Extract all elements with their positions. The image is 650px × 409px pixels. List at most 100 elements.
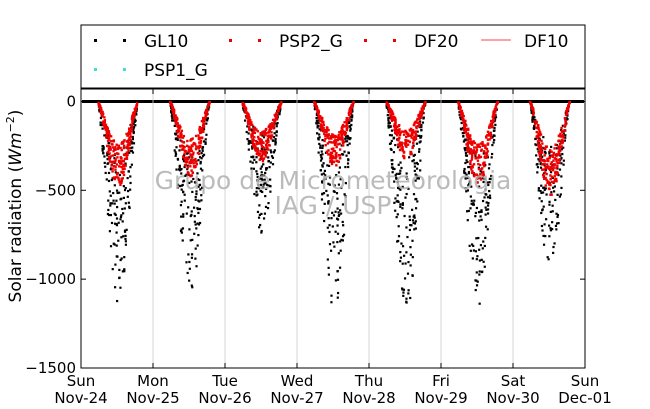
gl10-point (190, 256, 194, 259)
diffuse-point (171, 106, 174, 109)
diffuse-point (486, 130, 490, 134)
diffuse-point (122, 140, 125, 143)
diffuse-point (133, 111, 136, 115)
diffuse-point (261, 159, 265, 163)
gl10-point (481, 199, 485, 203)
gl10-point (252, 125, 255, 128)
gl10-point (543, 188, 546, 191)
diffuse-point (550, 165, 554, 168)
gl10-point (560, 162, 563, 165)
diffuse-point (481, 174, 484, 178)
gl10-point (187, 253, 190, 256)
watermark-line-1: Grupo de Micrometeorologia (155, 166, 512, 195)
diffuse-point (469, 137, 472, 141)
diffuse-point (402, 133, 406, 136)
diffuse-point (555, 157, 558, 161)
diffuse-point (549, 174, 552, 177)
diffuse-point (187, 171, 190, 175)
gl10-point (551, 227, 554, 231)
diffuse-point (198, 141, 201, 144)
gl10-point (418, 150, 421, 153)
gl10-point (201, 149, 204, 152)
diffuse-point (256, 148, 260, 151)
diffuse-point (203, 116, 206, 120)
diffuse-point (200, 136, 204, 139)
diffuse-point (108, 152, 111, 155)
diffuse-point (340, 134, 344, 137)
gl10-point (415, 174, 419, 177)
gl10-point (407, 289, 410, 292)
diffuse-point (332, 149, 335, 153)
gl10-point (493, 138, 496, 142)
gl10-point (535, 154, 538, 157)
diffuse-point (466, 133, 469, 137)
gl10-point (344, 135, 348, 138)
gl10-point (467, 184, 470, 187)
diffuse-point (189, 165, 192, 168)
diffuse-point (476, 156, 480, 159)
diffuse-point (466, 147, 469, 150)
legend: GL10 PSP2_G DF20 DF10 PSP1_G (80, 24, 586, 89)
diffuse-point (248, 128, 251, 132)
gl10-point (132, 126, 135, 129)
diffuse-point (538, 134, 541, 137)
diffuse-point (193, 141, 196, 145)
gl10-point (396, 240, 399, 243)
gl10-point (180, 172, 183, 175)
diffuse-point (545, 172, 548, 176)
diffuse-point (251, 123, 254, 127)
gl10-point (104, 171, 107, 175)
gl10-point (487, 167, 491, 170)
gl10-point (115, 223, 118, 226)
diffuse-point (130, 130, 133, 133)
diffuse-point (260, 144, 264, 148)
diffuse-point (531, 106, 534, 109)
gl10-point (118, 191, 121, 194)
gl10-point (194, 195, 197, 199)
legend-label-gl10: GL10 (144, 32, 188, 52)
diffuse-point (471, 171, 474, 175)
gl10-point (243, 119, 247, 122)
diffuse-point (481, 143, 485, 146)
diffuse-point (265, 145, 268, 148)
diffuse-point (334, 139, 337, 142)
diffuse-point (471, 170, 474, 173)
gl10-point (183, 193, 186, 196)
diffuse-point (475, 150, 478, 153)
diffuse-point (473, 141, 477, 145)
diffuse-point (402, 156, 406, 160)
gl10-point (246, 137, 249, 141)
gl10-point (413, 214, 416, 217)
gl10-point (326, 258, 329, 261)
gl10-point (121, 220, 124, 223)
diffuse-point (337, 136, 341, 139)
gl10-point (174, 132, 177, 135)
diffuse-point (343, 121, 346, 124)
diffuse-point (398, 130, 401, 133)
diffuse-point (541, 142, 544, 145)
diffuse-point (335, 151, 338, 155)
diffuse-point (473, 174, 476, 178)
diffuse-point (412, 138, 415, 141)
gl10-point (321, 165, 324, 168)
diffuse-point (247, 118, 250, 122)
diffuse-point (321, 127, 325, 130)
gl10-point (174, 154, 177, 157)
gl10-point (479, 215, 482, 218)
diffuse-point (406, 143, 410, 146)
gl10-point (478, 273, 481, 276)
diffuse-point (461, 114, 464, 117)
diffuse-point (487, 132, 491, 136)
diffuse-point (174, 120, 178, 123)
gl10-point (552, 251, 555, 255)
diffuse-point (122, 173, 126, 177)
gl10-point (107, 199, 110, 202)
diffuse-point (256, 130, 259, 133)
gl10-point (116, 191, 119, 195)
diffuse-point (252, 142, 256, 146)
gl10-point (558, 168, 562, 171)
diffuse-point (191, 153, 195, 156)
gl10-point (391, 163, 394, 166)
diffuse-point (561, 135, 564, 138)
